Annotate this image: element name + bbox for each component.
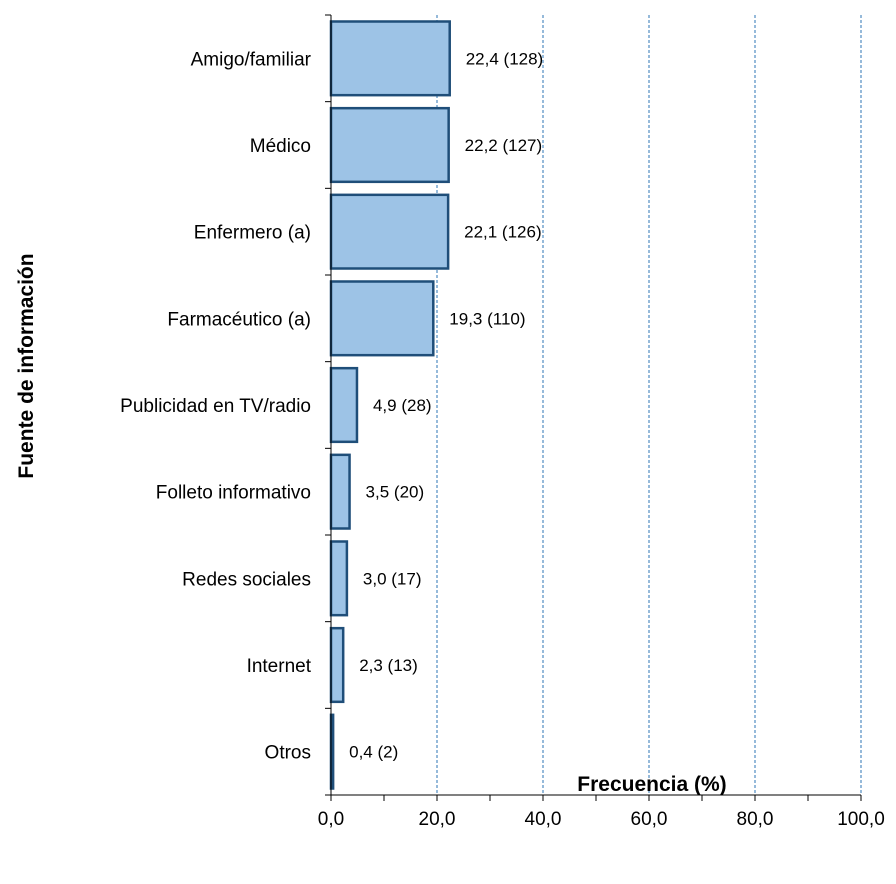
data-label: 4,9 (28): [373, 396, 432, 415]
data-label: 22,2 (127): [465, 136, 543, 155]
category-label: Otros: [265, 743, 311, 764]
x-ticks: 0,0 20,0 40,0 60,0 80,0 100,0: [318, 795, 885, 830]
bar: [329, 193, 450, 270]
x-tick-label: 0,0: [318, 809, 344, 830]
category-label: Internet: [247, 656, 312, 677]
bar: [329, 453, 351, 530]
gridlines: [436, 15, 862, 795]
bar: [329, 626, 345, 704]
category-label: Publicidad en TV/radio: [120, 396, 311, 417]
bar: [329, 106, 450, 184]
category-label: Folleto informativo: [156, 483, 311, 504]
category-label: Enfermero (a): [194, 223, 311, 244]
data-label: 2,3 (13): [359, 656, 418, 675]
data-label: 19,3 (110): [449, 309, 525, 328]
data-label: 3,0 (17): [363, 569, 422, 588]
bar: [329, 20, 451, 97]
category-label: Farmacéutico (a): [167, 309, 311, 330]
data-label: 22,4 (128): [466, 49, 543, 68]
x-tick-label: 100,0: [837, 809, 885, 830]
data-label: 22,1 (126): [464, 223, 542, 242]
data-label: 3,5 (20): [366, 483, 425, 502]
bar: [329, 540, 349, 617]
x-tick-label: 40,0: [525, 809, 562, 830]
category-label: Redes sociales: [182, 569, 311, 590]
bar: [329, 366, 359, 444]
x-tick-label: 20,0: [419, 809, 456, 830]
x-axis-title: Frecuencia (%): [577, 773, 726, 796]
category-label: Médico: [250, 136, 311, 157]
category-label: Amigo/familiar: [191, 49, 312, 70]
data-labels: 22,4 (128) 22,2 (127) 22,1 (126) 19,3 (110)…: [349, 49, 543, 761]
x-tick-label: 80,0: [737, 809, 774, 830]
data-label: 0,4 (2): [349, 743, 398, 762]
bar: [329, 280, 435, 357]
category-labels: Amigo/familiar Médico Enfermero (a) Farmacé…: [120, 49, 312, 763]
y-axis-title: Fuente de información: [15, 253, 38, 478]
x-tick-label: 60,0: [631, 809, 668, 830]
